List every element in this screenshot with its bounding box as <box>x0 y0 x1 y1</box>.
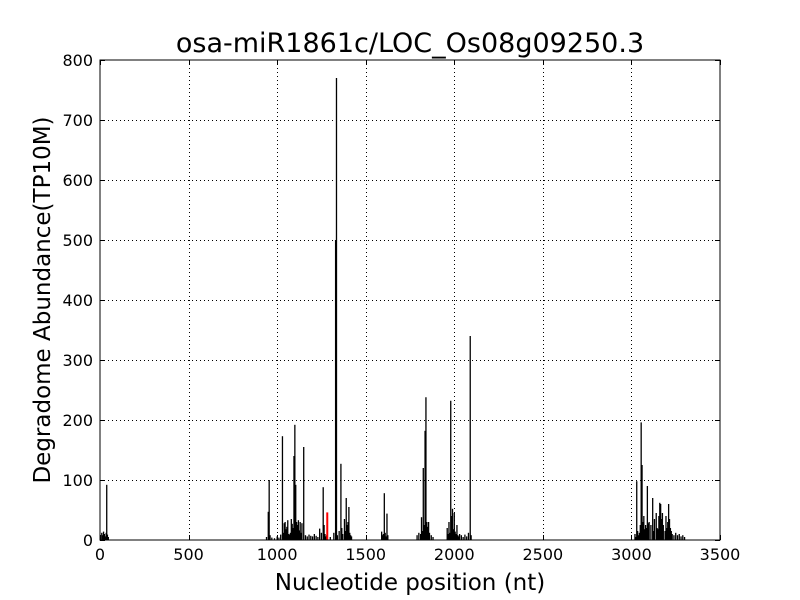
y-tick-label: 100 <box>62 471 93 490</box>
bars <box>101 78 686 540</box>
y-tick-label: 800 <box>62 51 93 70</box>
x-tick-label: 2000 <box>434 545 475 564</box>
x-tick-label: 3000 <box>611 545 652 564</box>
y-axis-title: Degradome Abundance(TP10M) <box>30 116 56 483</box>
ticks: 0 500 1000 1500 2000 2500 3000 3500 0 100 200 300 40… <box>62 51 740 564</box>
x-tick-label: 1500 <box>345 545 386 564</box>
y-tick-label: 500 <box>62 231 93 250</box>
x-tick-label: 500 <box>173 545 204 564</box>
x-tick-label: 2500 <box>522 545 563 564</box>
x-tick-label: 0 <box>95 545 105 564</box>
y-tick-label: 400 <box>62 291 93 310</box>
chart-title: osa-miR1861c/LOC_Os08g09250.3 <box>176 28 644 59</box>
y-tick-label: 600 <box>62 171 93 190</box>
grid <box>100 60 720 540</box>
y-tick-label: 300 <box>62 351 93 370</box>
x-tick-label: 3500 <box>700 545 741 564</box>
y-tick-label: 0 <box>83 531 93 550</box>
y-tick-label: 700 <box>62 111 93 130</box>
y-tick-label: 200 <box>62 411 93 430</box>
x-axis-title: Nucleotide position (nt) <box>275 570 545 596</box>
x-tick-label: 1000 <box>257 545 298 564</box>
